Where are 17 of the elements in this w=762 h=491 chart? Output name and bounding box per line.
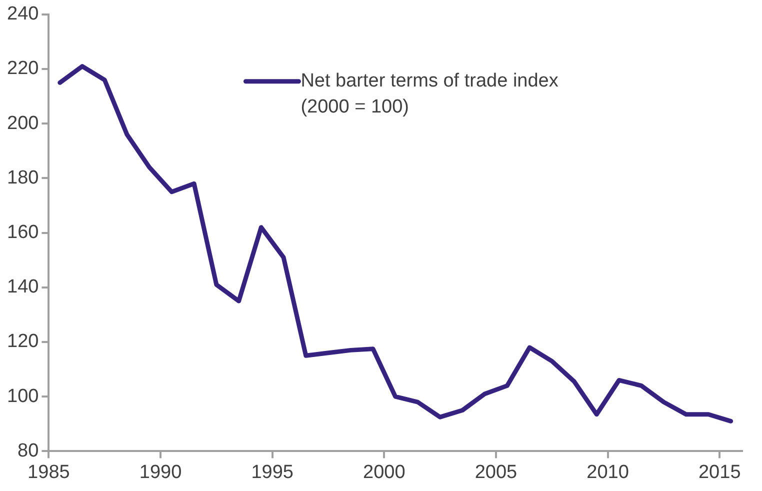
y-tick-label: 140 — [7, 276, 39, 298]
x-tick-label: 2005 — [474, 462, 518, 483]
y-tick-label: 120 — [7, 331, 39, 352]
y-tick-label: 100 — [7, 386, 39, 407]
y-tick-label: 160 — [7, 222, 39, 244]
y-tick-label: 80 — [18, 440, 39, 462]
x-tick-label: 2000 — [363, 462, 406, 483]
x-tick-label: 2010 — [586, 462, 629, 483]
x-tick-label: 2015 — [698, 462, 741, 483]
y-tick-label: 220 — [7, 58, 39, 80]
x-tick-label: 1985 — [28, 462, 70, 483]
legend-label: Net barter terms of trade index (2000 = 100) — [300, 70, 559, 118]
y-tick-label: 180 — [7, 167, 39, 188]
x-tick-label: 1995 — [251, 462, 294, 483]
y-tick-label: 240 — [7, 4, 39, 25]
y-tick-label: 200 — [7, 112, 39, 134]
x-tick-label: 1990 — [139, 462, 182, 483]
